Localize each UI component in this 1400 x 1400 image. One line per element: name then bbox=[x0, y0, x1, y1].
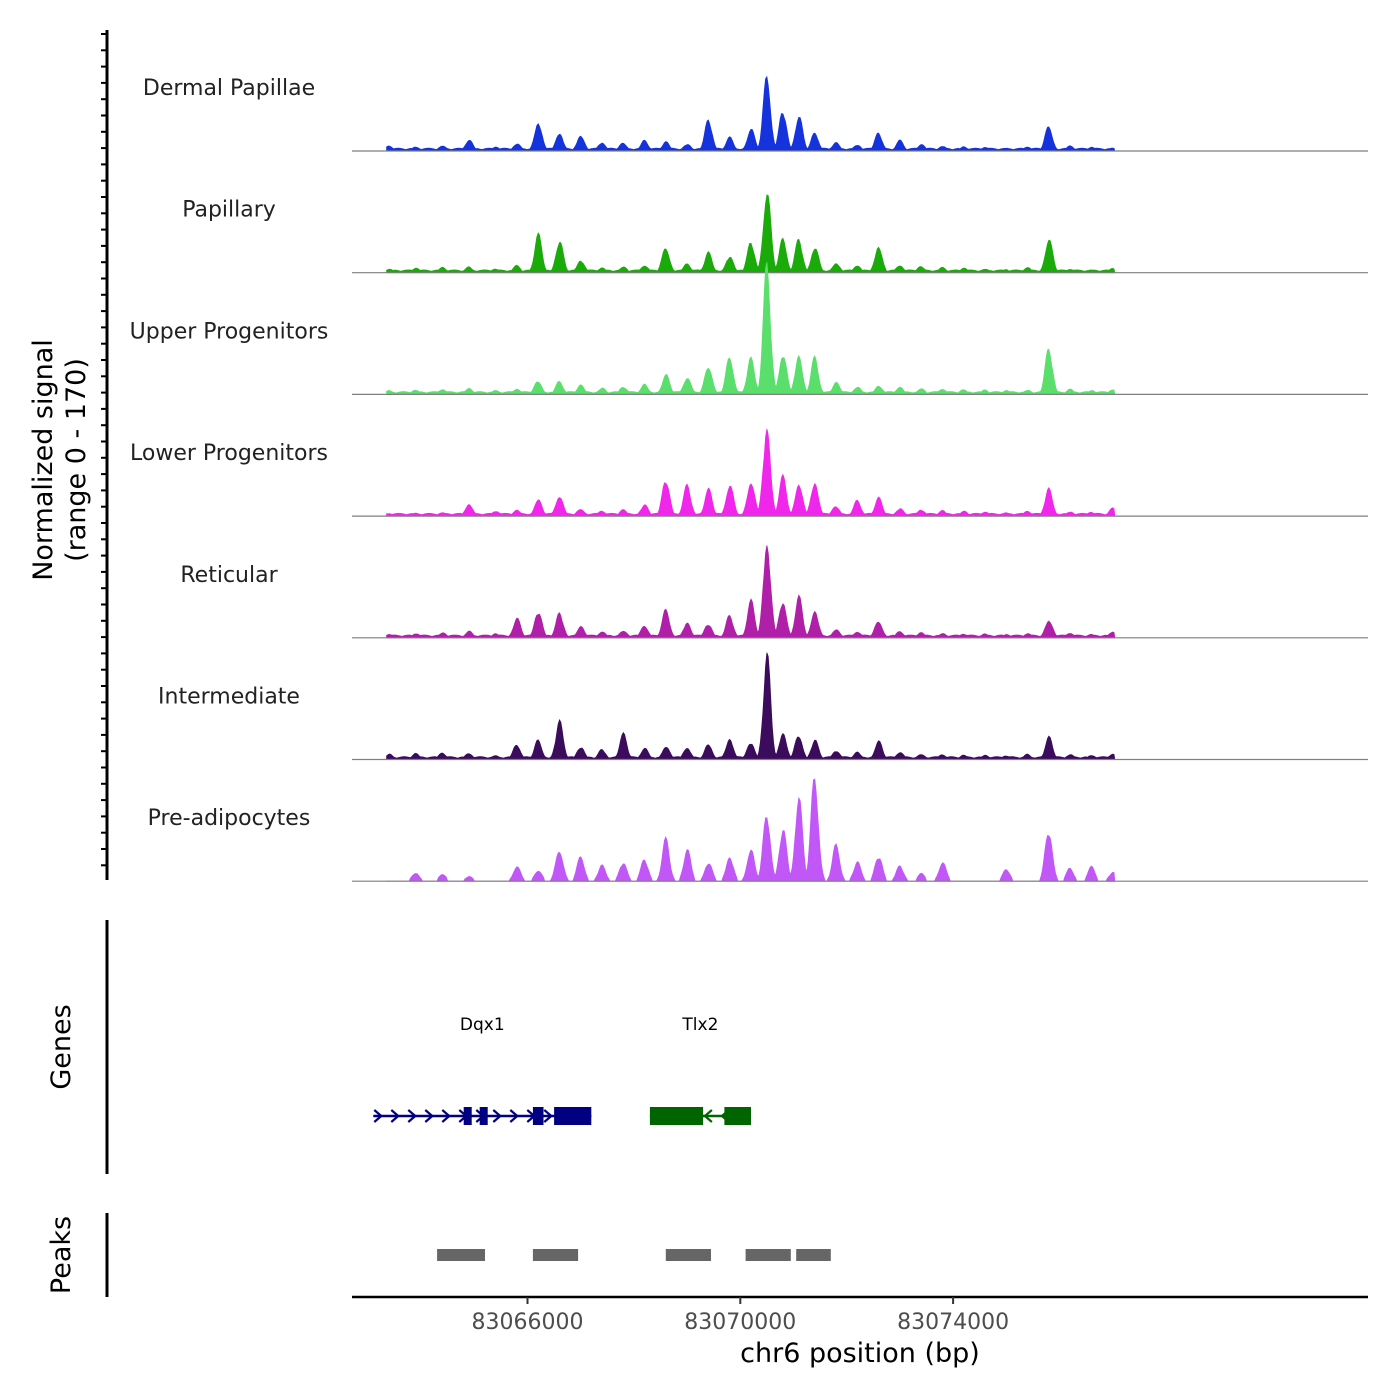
track-reticular: Reticular bbox=[180, 545, 1368, 639]
y-axis-label-line2: (range 0 - 170) bbox=[61, 358, 92, 562]
y-axis-label-line1: Normalized signal bbox=[28, 339, 59, 581]
gene-label-tlx2: Tlx2 bbox=[681, 1015, 718, 1035]
exon bbox=[463, 1107, 472, 1125]
x-tick-label: 83070000 bbox=[684, 1310, 796, 1335]
peak bbox=[745, 1249, 791, 1261]
x-tick-label: 83074000 bbox=[897, 1310, 1009, 1335]
exon bbox=[649, 1107, 704, 1125]
peak bbox=[532, 1249, 579, 1261]
strand-arrow bbox=[390, 1109, 400, 1123]
track-dermal-papillae: Dermal Papillae bbox=[143, 75, 1368, 152]
strand-arrow bbox=[407, 1109, 417, 1123]
track-intermediate: Intermediate bbox=[158, 652, 1368, 761]
strand-arrow bbox=[703, 1109, 713, 1123]
track-label-pre-adipocytes: Pre-adipocytes bbox=[148, 806, 311, 831]
x-axis-label: chr6 position (bp) bbox=[740, 1338, 980, 1369]
gene-tlx2: Tlx2 bbox=[649, 1015, 751, 1125]
gene-label-dqx1: Dqx1 bbox=[460, 1015, 505, 1035]
track-label-lower-progenitors: Lower Progenitors bbox=[130, 441, 328, 466]
track-label-intermediate: Intermediate bbox=[158, 685, 300, 710]
strand-arrow bbox=[441, 1109, 451, 1123]
track-upper-progenitors: Upper Progenitors bbox=[130, 262, 1368, 395]
coverage-area-lower-progenitors bbox=[386, 428, 1116, 517]
coverage-area-papillary bbox=[386, 194, 1116, 274]
coverage-area-intermediate bbox=[386, 652, 1116, 760]
peak bbox=[665, 1249, 711, 1261]
peak-track bbox=[437, 1249, 831, 1261]
peaks-track-label: Peaks bbox=[46, 1216, 77, 1294]
coverage-tracks: Dermal Papillae Papillary Upper Progenitor… bbox=[130, 75, 1368, 882]
exon bbox=[532, 1107, 544, 1125]
strand-arrow bbox=[373, 1109, 383, 1123]
x-tick-label: 83066000 bbox=[472, 1310, 584, 1335]
strand-arrow bbox=[509, 1109, 519, 1123]
strand-arrow bbox=[424, 1109, 434, 1123]
peak bbox=[437, 1249, 485, 1261]
track-label-reticular: Reticular bbox=[180, 563, 278, 588]
strand-arrow bbox=[492, 1109, 502, 1123]
coverage-area-upper-progenitors bbox=[386, 262, 1116, 395]
track-pre-adipocytes: Pre-adipocytes bbox=[148, 778, 1368, 882]
strand-arrow bbox=[543, 1109, 553, 1123]
coverage-area-dermal-papillae bbox=[386, 75, 1116, 152]
peak bbox=[796, 1249, 831, 1261]
exon bbox=[479, 1107, 488, 1125]
track-lower-progenitors: Lower Progenitors bbox=[130, 428, 1368, 517]
track-label-papillary: Papillary bbox=[182, 198, 276, 223]
coverage-area-pre-adipocytes bbox=[386, 778, 1116, 882]
gene-track: Dqx1 Tlx2 bbox=[373, 1015, 751, 1125]
track-label-dermal-papillae: Dermal Papillae bbox=[143, 76, 315, 101]
genes-track-label: Genes bbox=[46, 1004, 77, 1089]
exon bbox=[724, 1107, 751, 1125]
exon bbox=[554, 1107, 592, 1125]
track-papillary: Papillary bbox=[182, 194, 1368, 274]
coverage-area-reticular bbox=[386, 545, 1116, 639]
x-axis-ticks: 83066000 83070000 83074000 bbox=[472, 1297, 1009, 1335]
track-label-upper-progenitors: Upper Progenitors bbox=[130, 319, 329, 344]
coverage-y-ticks bbox=[101, 33, 107, 867]
gene-dqx1: Dqx1 bbox=[373, 1015, 592, 1125]
